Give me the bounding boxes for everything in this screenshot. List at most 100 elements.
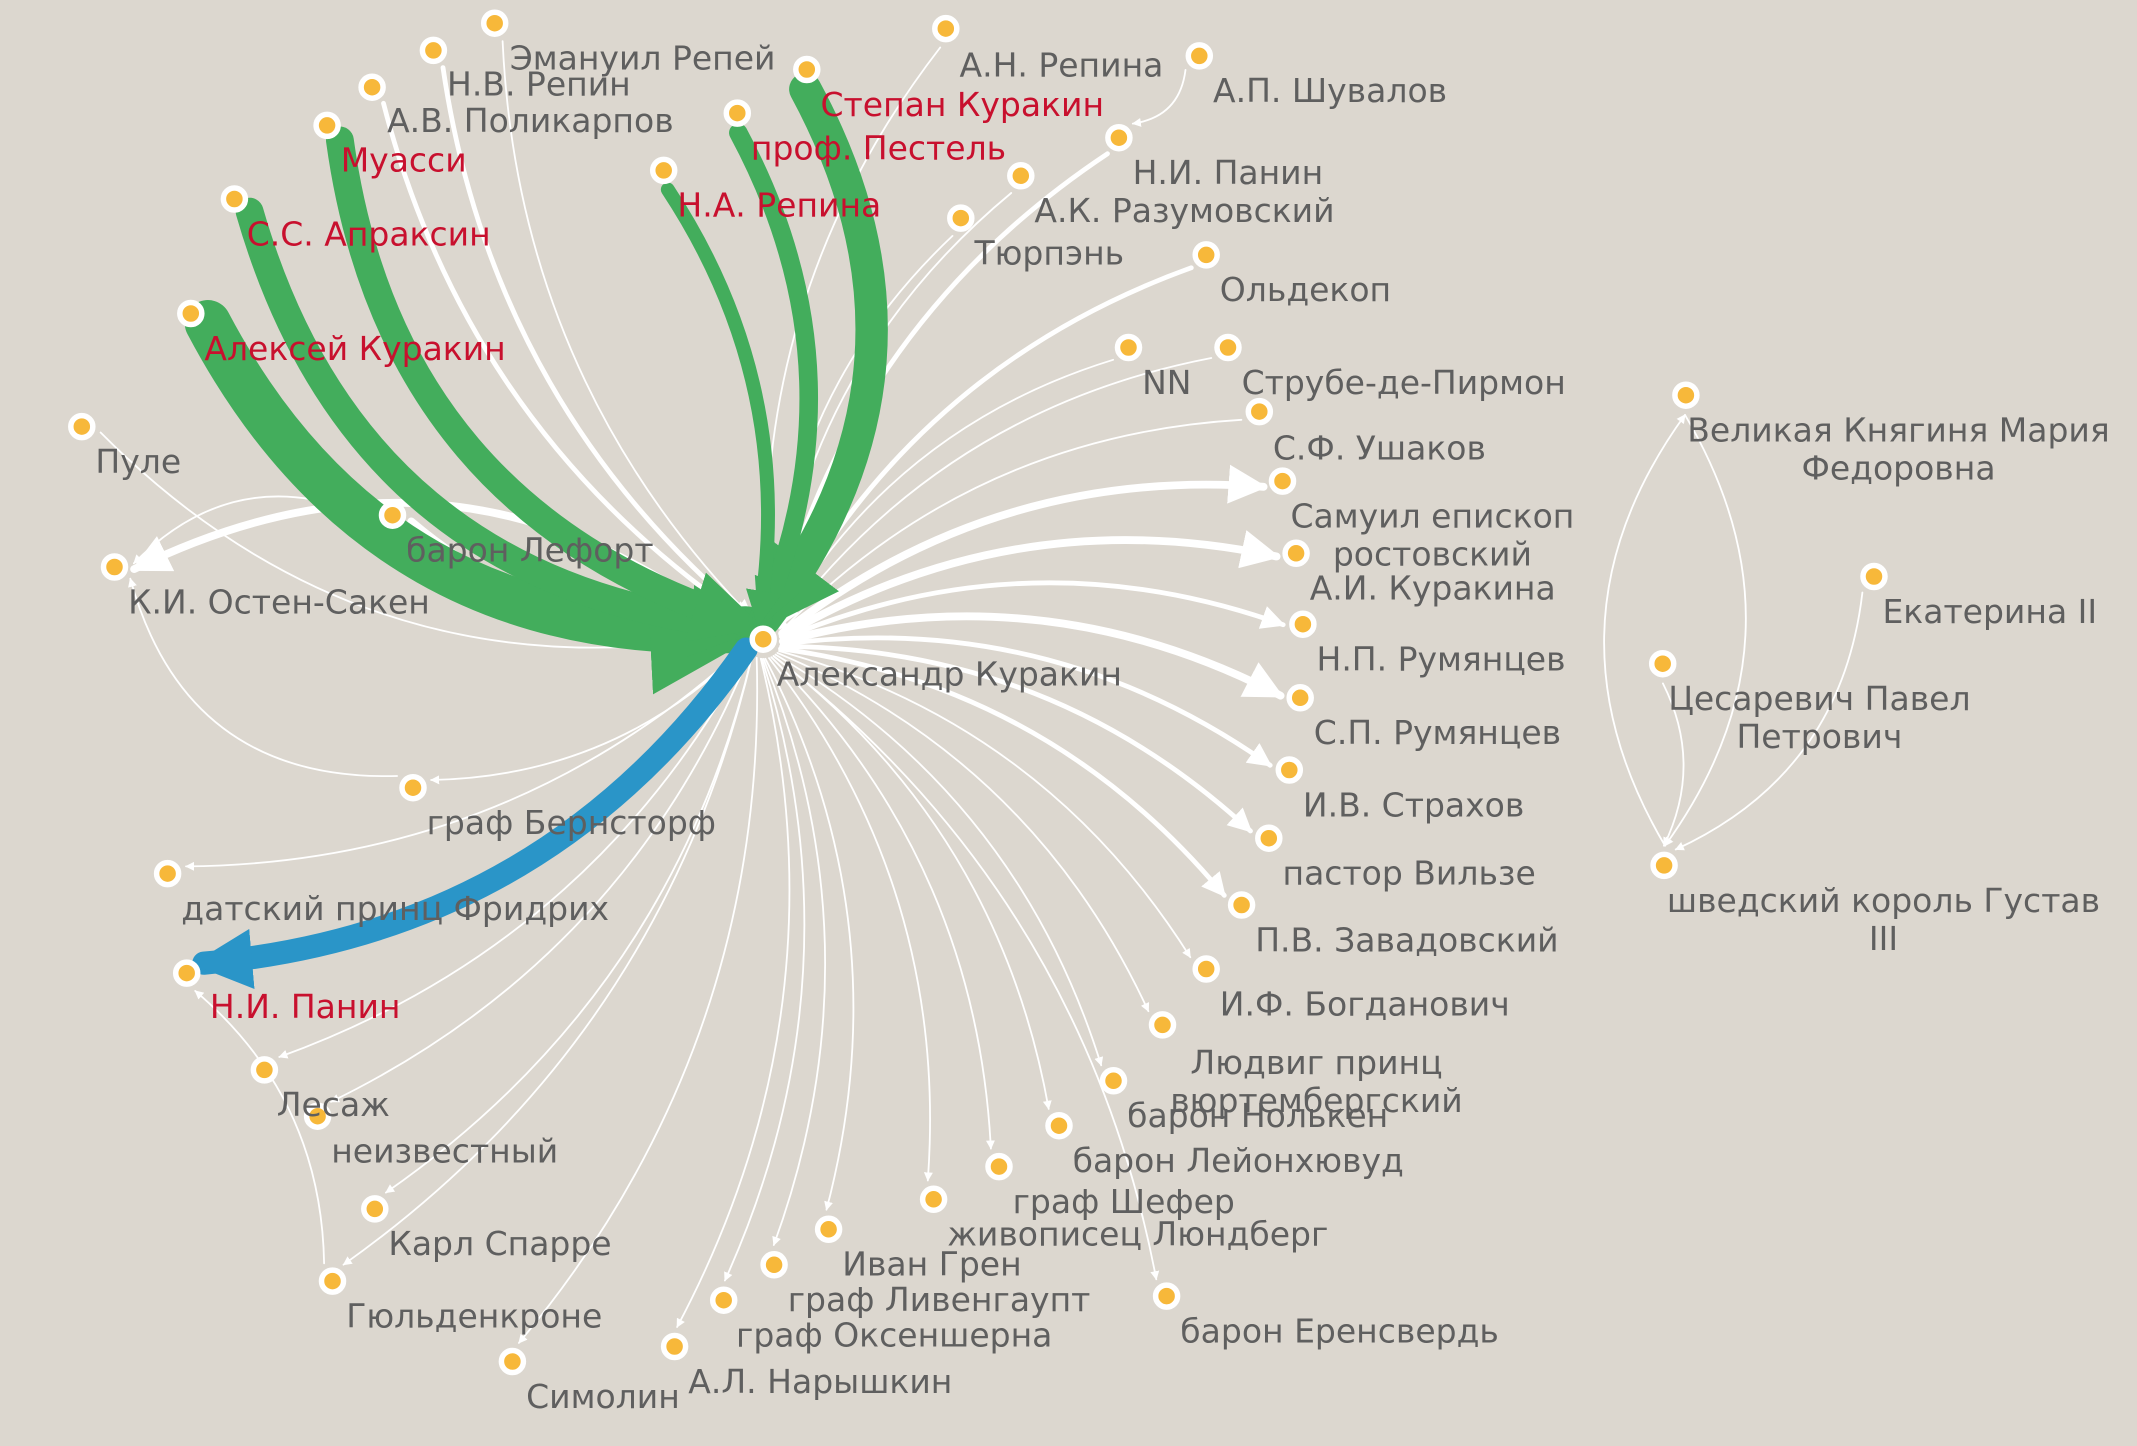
node-erensverd[interactable] bbox=[1152, 1282, 1181, 1310]
node-leionhuvud[interactable] bbox=[1045, 1111, 1073, 1140]
node-lyundberg[interactable] bbox=[919, 1185, 948, 1214]
edge-kurakin_alexander-to-panin_ni_red bbox=[191, 637, 758, 990]
node-livengaupt[interactable] bbox=[760, 1251, 788, 1279]
node-naryshkin[interactable] bbox=[660, 1332, 689, 1361]
node-label-kurakina_ai: А.И. Куракина bbox=[1310, 569, 1556, 608]
node-gustav[interactable] bbox=[1650, 851, 1678, 880]
node-gren[interactable] bbox=[814, 1215, 843, 1244]
node-nn[interactable] bbox=[1114, 333, 1143, 362]
node-bogdanovich[interactable] bbox=[1192, 955, 1220, 983]
edge-kurakin_alexander-to-simolin bbox=[518, 656, 759, 1344]
node-label-kurakin_aleksei: Алексей Куракин bbox=[204, 329, 505, 368]
node-label-leionhuvud: барон Лейонхювуд bbox=[1073, 1141, 1404, 1180]
node-label-repei: Эмануил Репей bbox=[510, 39, 776, 78]
node-muassi[interactable] bbox=[313, 111, 341, 140]
edge-kurakin_alexander-to-gyuldenkrone bbox=[342, 654, 754, 1266]
node-label-maria: Великая Княгиня Мария Федоровна bbox=[1687, 411, 2109, 488]
node-vilze[interactable] bbox=[1255, 824, 1283, 852]
node-shuvalov[interactable] bbox=[1185, 42, 1214, 70]
node-kurakina_ai[interactable] bbox=[1282, 539, 1310, 568]
node-label-muassi: Муасси bbox=[341, 141, 467, 180]
node-fridrih[interactable] bbox=[153, 859, 182, 888]
node-label-repina_an: А.Н. Репина bbox=[960, 45, 1164, 84]
edge-kurakin_alexander-to-lyundberg bbox=[768, 657, 933, 1182]
node-repina_an[interactable] bbox=[932, 14, 960, 43]
edge-repina_na-to-kurakin_alexander bbox=[660, 182, 782, 628]
node-panin_ni[interactable] bbox=[1105, 123, 1133, 152]
edge-polikarpov-to-kurakin_alexander bbox=[381, 100, 755, 626]
node-oldekop[interactable] bbox=[1192, 241, 1220, 269]
node-razumovsky[interactable] bbox=[1007, 162, 1035, 190]
node-label-kurakin_stepan: Степан Куракин bbox=[821, 85, 1105, 124]
node-kurakin_alexander[interactable] bbox=[749, 625, 777, 653]
node-strahov[interactable] bbox=[1275, 756, 1304, 784]
node-label-strahov: И.В. Страхов bbox=[1303, 785, 1524, 824]
node-strube[interactable] bbox=[1214, 333, 1242, 362]
node-label-lesazh: Лесаж bbox=[277, 1085, 390, 1124]
edge-kurakin_alexander-to-erensverd bbox=[772, 655, 1160, 1281]
node-label-rumyantsev_np: Н.П. Румянцев bbox=[1317, 640, 1566, 679]
edge-kurakin_alexander-to-kurakina_ai bbox=[778, 530, 1281, 640]
node-repei[interactable] bbox=[480, 9, 509, 37]
node-simolin[interactable] bbox=[498, 1347, 527, 1376]
node-label-naryshkin: А.Л. Нарышкин bbox=[688, 1362, 952, 1401]
edge-repin_nv-to-kurakin_alexander bbox=[440, 65, 756, 625]
node-kurakin_stepan[interactable] bbox=[793, 55, 821, 84]
node-ekaterina[interactable] bbox=[1860, 562, 1888, 591]
edge-gyuldenkrone-to-panin_ni_red bbox=[194, 990, 325, 1265]
edge-gustav-to-maria bbox=[1603, 414, 1686, 847]
node-osten[interactable] bbox=[100, 553, 129, 581]
node-label-pavel: Цесаревич Павел Петрович bbox=[1668, 679, 1970, 756]
node-label-nolken: барон Нолькен bbox=[1127, 1096, 1388, 1135]
node-zavadovsky[interactable] bbox=[1227, 891, 1256, 919]
node-rumyantsev_np[interactable] bbox=[1286, 684, 1314, 712]
node-label-apraksin: С.С. Апраксин bbox=[247, 214, 491, 253]
edge-kurakin_alexander-to-livengaupt bbox=[762, 658, 827, 1246]
node-nolken[interactable] bbox=[1099, 1067, 1128, 1095]
node-maria[interactable] bbox=[1672, 381, 1700, 409]
node-ushakov[interactable] bbox=[1245, 397, 1274, 426]
node-polikarpov[interactable] bbox=[358, 73, 386, 101]
node-oksensherna[interactable] bbox=[709, 1286, 738, 1314]
node-label-erensverd: барон Еренсвердь bbox=[1180, 1311, 1499, 1350]
node-apraksin[interactable] bbox=[220, 185, 249, 213]
edge-kurakin_alexander-to-leionhuvud bbox=[772, 655, 1052, 1110]
node-repin_nv[interactable] bbox=[419, 36, 448, 65]
node-panin_ni_red[interactable] bbox=[172, 959, 201, 987]
node-label-ekaterina: Екатерина II bbox=[1882, 592, 2097, 631]
node-shefer[interactable] bbox=[985, 1152, 1013, 1181]
node-lesazh[interactable] bbox=[250, 1056, 279, 1084]
edge-kurakin_alexander-to-lyudvig bbox=[776, 652, 1150, 1013]
node-gyuldenkrone[interactable] bbox=[318, 1267, 347, 1295]
node-label-nn: NN bbox=[1142, 363, 1191, 402]
node-pavel[interactable] bbox=[1648, 649, 1677, 678]
edge-kurakin_alexander-to-neizvestny bbox=[330, 652, 751, 1103]
node-tyurpen[interactable] bbox=[947, 204, 975, 232]
node-neizvestny[interactable] bbox=[303, 1102, 332, 1130]
edge-kurakin_alexander-to-lesazh bbox=[278, 651, 750, 1059]
edge-kurakin_alexander-to-vilze bbox=[779, 644, 1253, 834]
node-label-razumovsky: А.К. Разумовский bbox=[1034, 191, 1334, 230]
node-pestel[interactable] bbox=[723, 99, 752, 127]
node-sparre[interactable] bbox=[361, 1195, 389, 1223]
node-kurakin_aleksei[interactable] bbox=[177, 299, 205, 328]
node-samuil[interactable] bbox=[1268, 467, 1297, 495]
node-label-panin_ni_red: Н.И. Панин bbox=[210, 987, 401, 1026]
node-lyudvig[interactable] bbox=[1148, 1011, 1177, 1039]
node-bernstorf[interactable] bbox=[399, 773, 427, 802]
node-repina_na[interactable] bbox=[649, 156, 678, 185]
node-rumyantsev_sp[interactable] bbox=[1289, 610, 1317, 638]
node-lefort[interactable] bbox=[378, 501, 407, 529]
node-label-shuvalov: А.П. Шувалов bbox=[1213, 71, 1447, 110]
node-label-kurakin_alexander: Александр Куракин bbox=[777, 655, 1122, 694]
edge-ekaterina-to-gustav bbox=[1674, 591, 1864, 851]
edge-kurakin_alexander-to-zavadovsky bbox=[778, 646, 1227, 898]
node-pule[interactable] bbox=[68, 412, 96, 441]
node-label-lyundberg: живописец Люндберг bbox=[947, 1215, 1328, 1254]
edge-kurakin_stepan-to-kurakin_alexander bbox=[748, 73, 888, 636]
node-label-pule: Пуле bbox=[95, 442, 181, 481]
node-label-repina_na: Н.А. Репина bbox=[677, 186, 881, 225]
edge-pestel-to-kurakin_alexander bbox=[729, 123, 818, 629]
node-label-polikarpov: А.В. Поликарпов bbox=[387, 101, 674, 140]
